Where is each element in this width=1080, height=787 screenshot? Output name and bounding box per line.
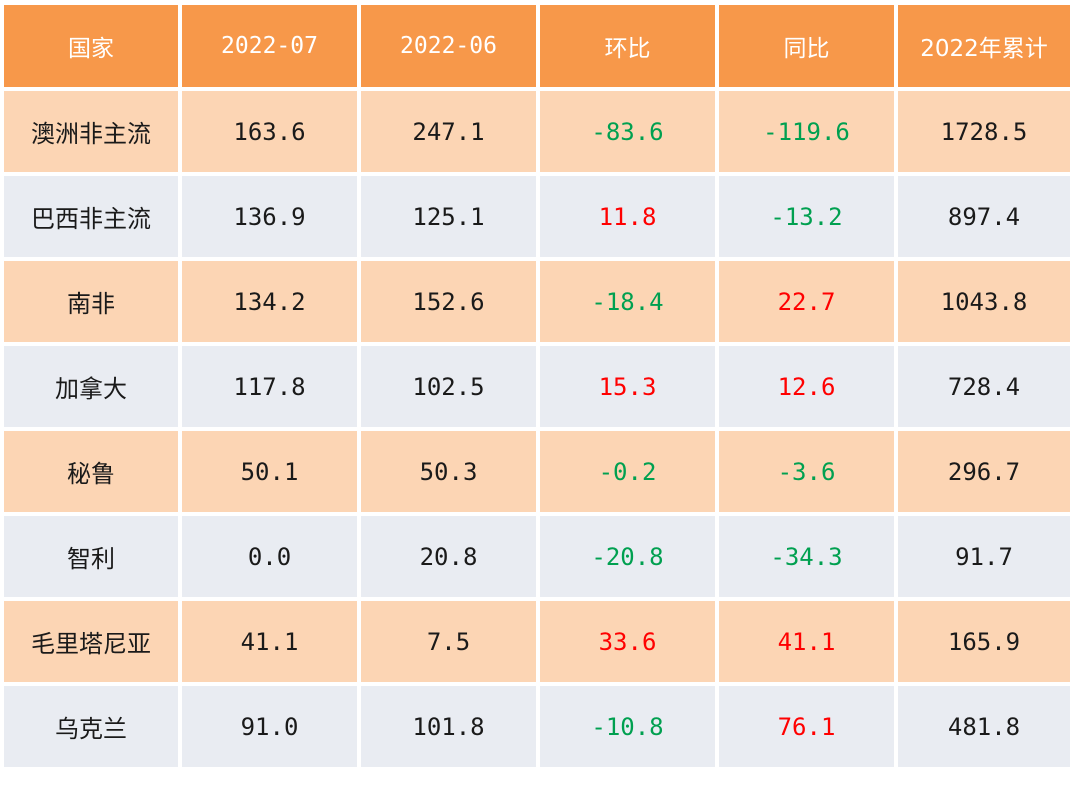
- jun-cell: 247.1: [361, 91, 536, 172]
- country-cell: 加拿大: [4, 346, 178, 427]
- jun-cell: 101.8: [361, 686, 536, 767]
- country-cell: 毛里塔尼亚: [4, 601, 178, 682]
- ytd-cell: 481.8: [898, 686, 1070, 767]
- header-2022-06: 2022-06: [361, 5, 536, 87]
- mom-cell: -20.8: [540, 516, 715, 597]
- ytd-cell: 728.4: [898, 346, 1070, 427]
- header-2022-07: 2022-07: [182, 5, 357, 87]
- jul-cell: 41.1: [182, 601, 357, 682]
- mom-cell: -0.2: [540, 431, 715, 512]
- jun-cell: 102.5: [361, 346, 536, 427]
- mom-cell: -10.8: [540, 686, 715, 767]
- mom-cell: 33.6: [540, 601, 715, 682]
- jul-cell: 50.1: [182, 431, 357, 512]
- jul-cell: 136.9: [182, 176, 357, 257]
- country-cell: 乌克兰: [4, 686, 178, 767]
- yoy-cell: -3.6: [719, 431, 894, 512]
- jul-cell: 91.0: [182, 686, 357, 767]
- jun-cell: 50.3: [361, 431, 536, 512]
- jun-cell: 20.8: [361, 516, 536, 597]
- jun-cell: 152.6: [361, 261, 536, 342]
- country-cell: 南非: [4, 261, 178, 342]
- yoy-cell: -119.6: [719, 91, 894, 172]
- jul-cell: 0.0: [182, 516, 357, 597]
- jul-cell: 117.8: [182, 346, 357, 427]
- ytd-cell: 1728.5: [898, 91, 1070, 172]
- header-year-on-year: 同比: [719, 5, 894, 87]
- yoy-cell: -34.3: [719, 516, 894, 597]
- yoy-cell: 41.1: [719, 601, 894, 682]
- ytd-cell: 897.4: [898, 176, 1070, 257]
- header-ytd-2022: 2022年累计: [898, 5, 1070, 87]
- mom-cell: 11.8: [540, 176, 715, 257]
- header-country: 国家: [4, 5, 178, 87]
- ytd-cell: 165.9: [898, 601, 1070, 682]
- yoy-cell: 22.7: [719, 261, 894, 342]
- ytd-cell: 1043.8: [898, 261, 1070, 342]
- mom-cell: -18.4: [540, 261, 715, 342]
- ytd-cell: 91.7: [898, 516, 1070, 597]
- yoy-cell: 76.1: [719, 686, 894, 767]
- country-cell: 智利: [4, 516, 178, 597]
- jun-cell: 125.1: [361, 176, 536, 257]
- mom-cell: 15.3: [540, 346, 715, 427]
- header-month-on-month: 环比: [540, 5, 715, 87]
- country-cell: 澳洲非主流: [4, 91, 178, 172]
- country-cell: 巴西非主流: [4, 176, 178, 257]
- jul-cell: 163.6: [182, 91, 357, 172]
- country-cell: 秘鲁: [4, 431, 178, 512]
- yoy-cell: -13.2: [719, 176, 894, 257]
- yoy-cell: 12.6: [719, 346, 894, 427]
- jun-cell: 7.5: [361, 601, 536, 682]
- jul-cell: 134.2: [182, 261, 357, 342]
- mom-cell: -83.6: [540, 91, 715, 172]
- ytd-cell: 296.7: [898, 431, 1070, 512]
